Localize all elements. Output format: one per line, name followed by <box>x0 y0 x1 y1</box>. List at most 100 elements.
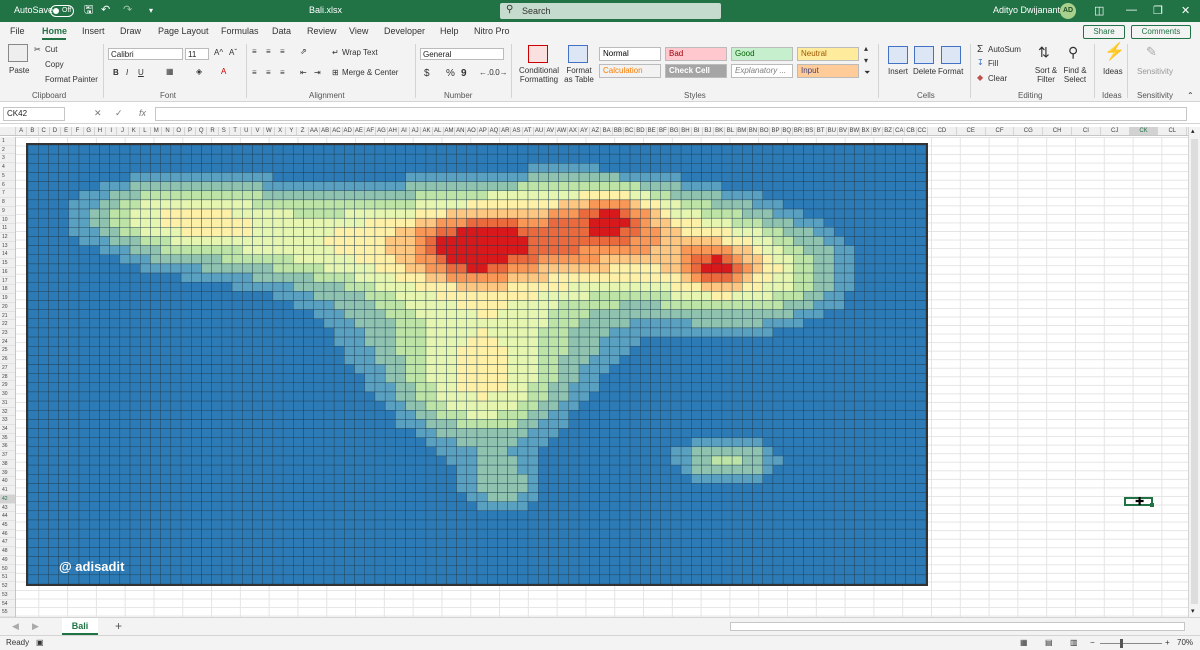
heatmap-cell[interactable] <box>140 281 151 292</box>
heatmap-cell[interactable] <box>395 199 406 210</box>
heatmap-cell[interactable] <box>435 510 447 521</box>
heatmap-cell[interactable] <box>58 391 70 402</box>
heatmap-cell[interactable] <box>303 181 314 191</box>
heatmap-cell[interactable] <box>333 492 345 502</box>
heatmap-cell[interactable] <box>170 428 182 438</box>
heatmap-cell[interactable] <box>252 410 263 420</box>
heatmap-cell[interactable] <box>211 419 223 429</box>
heatmap-cell[interactable] <box>333 309 345 319</box>
heatmap-cell[interactable] <box>109 355 121 365</box>
heatmap-cell[interactable] <box>344 391 355 402</box>
heatmap-cell[interactable] <box>589 574 600 584</box>
heatmap-cell[interactable] <box>425 181 437 191</box>
heatmap-cell[interactable] <box>37 446 49 457</box>
heatmap-cell[interactable] <box>37 474 49 484</box>
heatmap-cell[interactable] <box>180 327 192 338</box>
heatmap-cell[interactable] <box>242 364 253 374</box>
heatmap-cell[interactable] <box>905 355 916 365</box>
heatmap-cell[interactable] <box>313 254 325 265</box>
heatmap-cell[interactable] <box>507 199 519 210</box>
heatmap-cell[interactable] <box>660 145 672 155</box>
heatmap-cell[interactable] <box>517 336 529 347</box>
heatmap-cell[interactable] <box>425 528 437 539</box>
heatmap-cell[interactable] <box>731 327 743 338</box>
heatmap-cell[interactable] <box>874 565 886 576</box>
heatmap-cell[interactable] <box>303 455 314 466</box>
heatmap-cell[interactable] <box>140 291 151 301</box>
column-header[interactable]: AN <box>456 127 467 135</box>
heatmap-cell[interactable] <box>793 163 804 173</box>
heatmap-cell[interactable] <box>211 501 223 512</box>
column-header[interactable]: BS <box>804 127 816 135</box>
heatmap-cell[interactable] <box>609 355 621 365</box>
heatmap-cell[interactable] <box>282 410 294 420</box>
heatmap-cell[interactable] <box>201 419 212 429</box>
heatmap-cell[interactable] <box>721 281 733 292</box>
heatmap-cell[interactable] <box>231 172 243 182</box>
heatmap-cell[interactable] <box>731 510 743 521</box>
heatmap-cell[interactable] <box>374 300 386 310</box>
heatmap-cell[interactable] <box>752 364 763 374</box>
heatmap-cell[interactable] <box>813 538 825 548</box>
heatmap-cell[interactable] <box>742 355 753 365</box>
heatmap-cell[interactable] <box>721 565 733 576</box>
heatmap-cell[interactable] <box>68 501 80 512</box>
heatmap-cell[interactable] <box>293 318 304 329</box>
heatmap-cell[interactable] <box>640 318 651 329</box>
heatmap-cell[interactable] <box>905 382 916 393</box>
tab-page-layout[interactable]: Page Layout <box>158 26 209 36</box>
heatmap-cell[interactable] <box>313 428 325 438</box>
heatmap-cell[interactable] <box>323 227 335 237</box>
heatmap-cell[interactable] <box>252 318 263 329</box>
heatmap-cell[interactable] <box>109 245 121 255</box>
heatmap-cell[interactable] <box>813 309 825 319</box>
heatmap-cell[interactable] <box>915 419 926 429</box>
heatmap-cell[interactable] <box>344 199 355 210</box>
heatmap-cell[interactable] <box>221 492 233 502</box>
bold-button[interactable]: B <box>113 68 119 77</box>
heatmap-cell[interactable] <box>487 565 498 576</box>
heatmap-cell[interactable] <box>364 172 376 182</box>
heatmap-cell[interactable] <box>99 327 110 338</box>
heatmap-cell[interactable] <box>762 346 774 356</box>
clear-button[interactable]: Clear <box>988 74 1008 83</box>
heatmap-cell[interactable] <box>660 474 672 484</box>
heatmap-cell[interactable] <box>813 574 825 584</box>
heatmap-cell[interactable] <box>395 556 406 566</box>
heatmap-cell[interactable] <box>221 565 233 576</box>
heatmap-cell[interactable] <box>915 400 926 411</box>
heatmap-cell[interactable] <box>37 538 49 548</box>
heatmap-cell[interactable] <box>629 172 641 182</box>
heatmap-cell[interactable] <box>446 437 457 448</box>
heatmap-cell[interactable] <box>170 245 182 255</box>
heatmap-cell[interactable] <box>466 492 478 502</box>
heatmap-cell[interactable] <box>37 437 49 448</box>
heatmap-cell[interactable] <box>895 501 906 512</box>
heatmap-cell[interactable] <box>538 309 549 319</box>
heatmap-cell[interactable] <box>242 373 253 383</box>
tab-insert[interactable]: Insert <box>82 26 105 36</box>
heatmap-cell[interactable] <box>915 153 926 164</box>
heatmap-cell[interactable] <box>578 464 590 475</box>
heatmap-cell[interactable] <box>293 355 304 365</box>
heatmap-cell[interactable] <box>691 364 702 374</box>
heatmap-cell[interactable] <box>282 153 294 164</box>
heatmap-cell[interactable] <box>548 172 559 182</box>
row-header[interactable]: 35 <box>0 434 15 443</box>
heatmap-cell[interactable] <box>333 217 345 228</box>
heatmap-cell[interactable] <box>884 400 896 411</box>
heatmap-cell[interactable] <box>844 272 855 283</box>
heatmap-cell[interactable] <box>170 181 182 191</box>
heatmap-cell[interactable] <box>201 145 212 155</box>
heatmap-cell[interactable] <box>487 163 498 173</box>
heatmap-cell[interactable] <box>446 281 457 292</box>
heatmap-cell[interactable] <box>405 309 416 319</box>
heatmap-cell[interactable] <box>640 327 651 338</box>
heatmap-cell[interactable] <box>37 327 49 338</box>
heatmap-cell[interactable] <box>762 300 774 310</box>
sheet-tab-bali[interactable]: Bali <box>62 618 98 635</box>
heatmap-cell[interactable] <box>589 364 600 374</box>
heatmap-cell[interactable] <box>170 199 182 210</box>
heatmap-cell[interactable] <box>89 455 100 466</box>
heatmap-cell[interactable] <box>854 291 865 301</box>
